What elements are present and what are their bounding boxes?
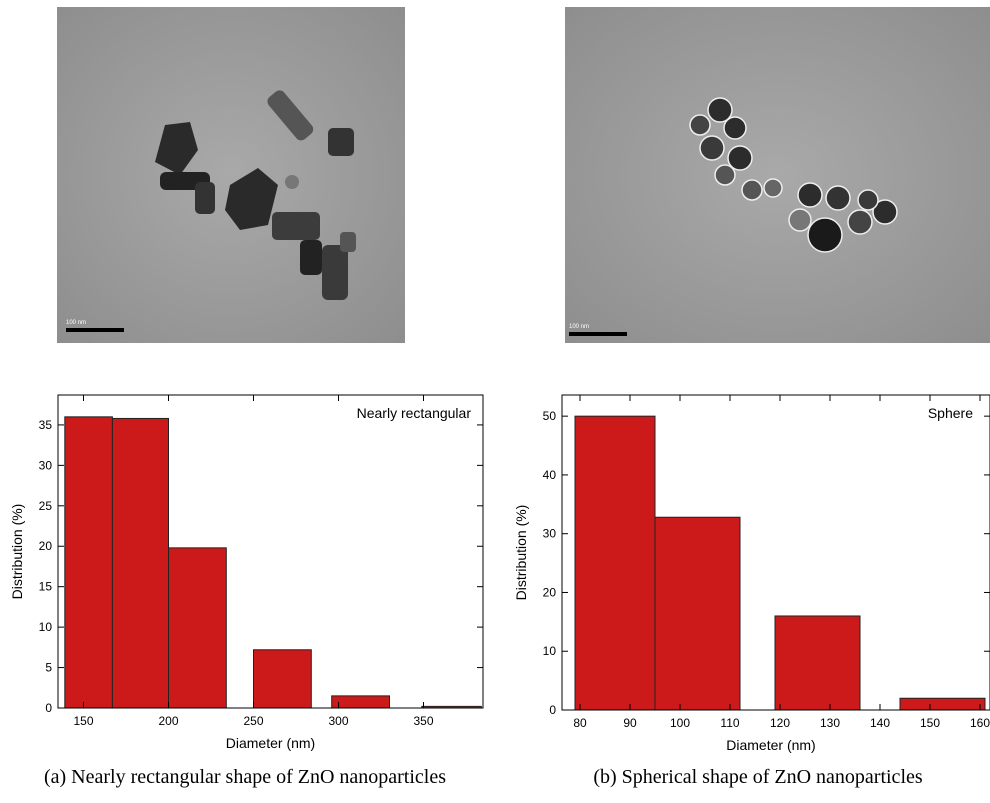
bar: [574, 415, 656, 711]
tem-image-b: 100 nm: [565, 7, 990, 343]
bar: [64, 416, 113, 709]
bar: [899, 697, 986, 711]
x-tick-label: 300: [328, 714, 348, 728]
y-tick-label: 30: [39, 458, 53, 472]
bar: [654, 516, 741, 711]
x-tick-label: 140: [870, 716, 890, 730]
x-tick-label: 160: [970, 716, 990, 730]
x-tick-label: 150: [73, 714, 93, 728]
bar: [253, 649, 312, 709]
y-tick-label: 0: [549, 703, 556, 717]
y-tick-label: 35: [39, 418, 53, 432]
x-tick-label: 80: [573, 716, 587, 730]
x-axis-label: Diameter (nm): [726, 737, 815, 753]
y-axis-label: Distribution (%): [513, 505, 529, 601]
x-tick-label: 350: [413, 714, 433, 728]
bar: [168, 547, 227, 709]
plot-frame: [57, 394, 484, 709]
x-tick-label: 130: [820, 716, 840, 730]
tem-image-a: 100 nm: [57, 7, 405, 343]
x-tick-label: 250: [243, 714, 263, 728]
y-tick-label: 5: [45, 661, 52, 675]
y-tick-label: 0: [45, 701, 52, 715]
y-tick-label: 15: [39, 580, 53, 594]
x-tick-label: 100: [670, 716, 690, 730]
y-tick-label: 40: [543, 468, 557, 482]
scale-bar-label: 100 nm: [569, 324, 589, 330]
y-tick-label: 30: [543, 527, 557, 541]
y-tick-label: 20: [39, 539, 53, 553]
scale-bar-label: 100 nm: [66, 320, 86, 326]
caption: (a) Nearly rectangular shape of ZnO nano…: [44, 766, 446, 788]
caption: (b) Spherical shape of ZnO nanoparticles: [593, 766, 923, 788]
x-tick-label: 110: [720, 716, 739, 730]
annotation: Sphere: [928, 405, 973, 421]
x-tick-label: 200: [158, 714, 178, 728]
x-tick-label: 90: [623, 716, 637, 730]
bar: [774, 615, 861, 711]
y-tick-label: 20: [543, 585, 557, 599]
y-tick-label: 50: [543, 409, 557, 423]
bar: [111, 417, 169, 709]
x-tick-label: 120: [770, 716, 790, 730]
y-tick-label: 10: [543, 644, 557, 658]
y-axis-label: Distribution (%): [9, 504, 25, 600]
y-tick-label: 10: [39, 620, 53, 634]
plot-frame: [561, 394, 990, 711]
bar: [331, 695, 391, 709]
y-tick-label: 25: [39, 499, 53, 513]
x-tick-label: 150: [920, 716, 940, 730]
x-axis-label: Diameter (nm): [226, 735, 315, 751]
annotation: Nearly rectangular: [357, 405, 472, 421]
